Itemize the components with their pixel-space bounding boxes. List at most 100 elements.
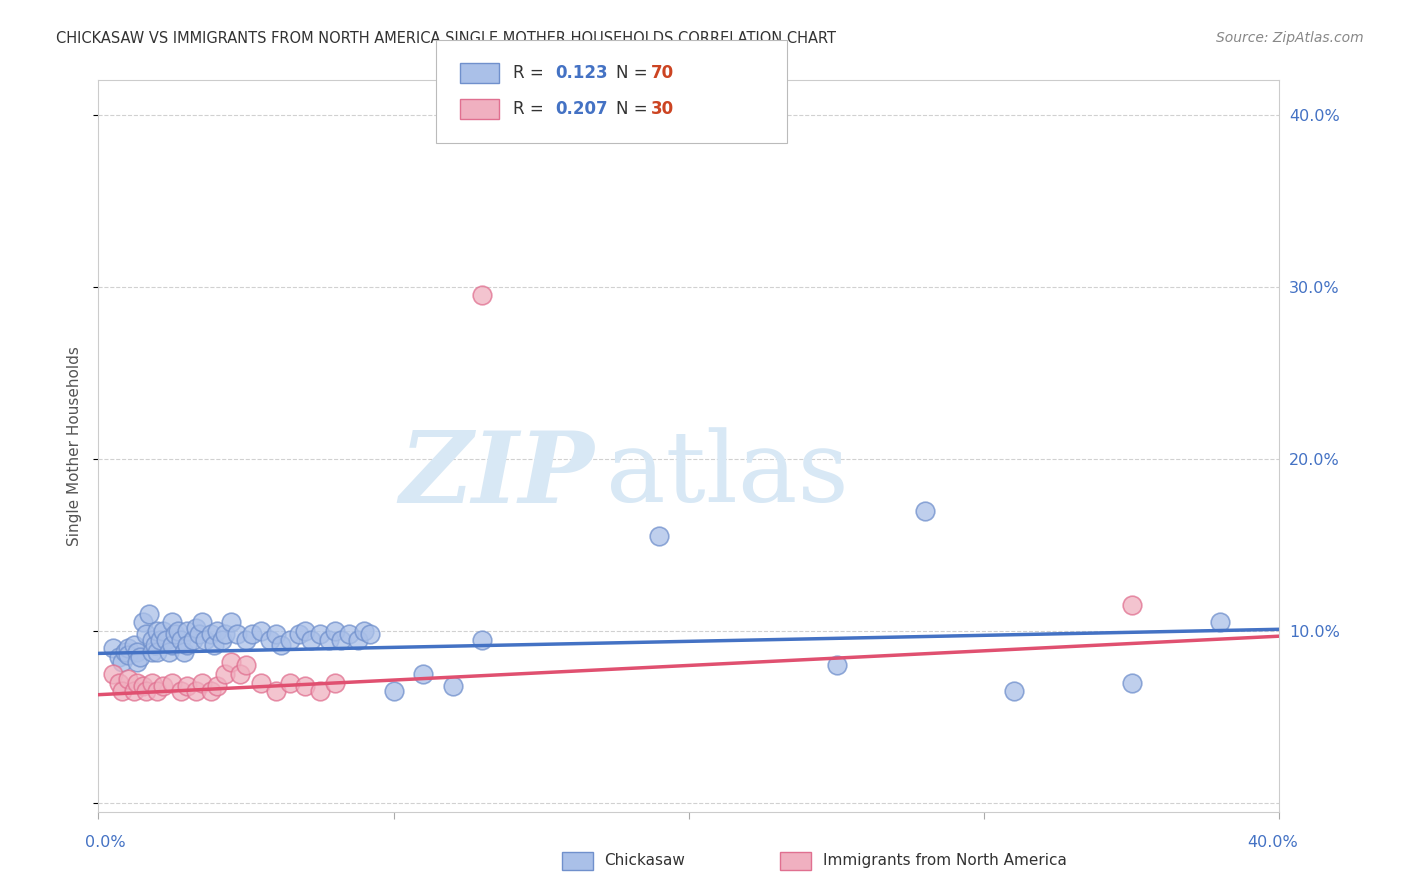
Point	[250, 675, 273, 690]
Point	[111, 655, 134, 669]
Text: 30: 30	[651, 100, 673, 118]
Point	[235, 658, 257, 673]
Point	[250, 624, 273, 638]
Text: Chickasaw: Chickasaw	[605, 854, 686, 868]
Point	[146, 645, 169, 659]
Point	[299, 632, 322, 647]
Text: N =: N =	[616, 64, 652, 82]
Point	[309, 627, 332, 641]
Point	[143, 638, 166, 652]
Point	[359, 627, 381, 641]
Point	[205, 679, 228, 693]
Point	[441, 679, 464, 693]
Point	[135, 684, 157, 698]
Point	[347, 632, 370, 647]
Point	[146, 684, 169, 698]
Point	[353, 624, 375, 638]
Point	[165, 627, 187, 641]
Point	[176, 679, 198, 693]
Point	[125, 645, 148, 659]
Point	[170, 632, 193, 647]
Text: 40.0%: 40.0%	[1247, 836, 1298, 850]
Point	[103, 667, 125, 681]
Text: 70: 70	[651, 64, 673, 82]
Point	[1002, 684, 1025, 698]
Point	[221, 615, 243, 630]
Point	[122, 684, 145, 698]
Point	[214, 667, 236, 681]
Point	[264, 627, 287, 641]
Point	[125, 655, 148, 669]
Point	[157, 645, 180, 659]
Point	[294, 679, 316, 693]
Point	[200, 627, 222, 641]
Point	[1209, 615, 1232, 630]
Point	[173, 645, 195, 659]
Point	[226, 627, 249, 641]
Point	[132, 615, 155, 630]
Point	[318, 632, 340, 647]
Point	[146, 624, 169, 638]
Point	[167, 624, 190, 638]
Point	[122, 638, 145, 652]
Point	[152, 624, 174, 638]
Text: CHICKASAW VS IMMIGRANTS FROM NORTH AMERICA SINGLE MOTHER HOUSEHOLDS CORRELATION : CHICKASAW VS IMMIGRANTS FROM NORTH AMERI…	[56, 31, 837, 46]
Point	[382, 684, 405, 698]
Point	[288, 627, 311, 641]
Point	[176, 638, 198, 652]
Point	[280, 675, 302, 690]
Point	[141, 645, 163, 659]
Point	[339, 627, 361, 641]
Point	[914, 503, 936, 517]
Point	[170, 684, 193, 698]
Text: atlas: atlas	[606, 427, 849, 523]
Point	[141, 675, 163, 690]
Point	[309, 684, 332, 698]
Point	[240, 627, 263, 641]
Point	[280, 632, 302, 647]
Point	[264, 684, 287, 698]
Point	[125, 675, 148, 690]
Point	[294, 624, 316, 638]
Point	[221, 655, 243, 669]
Point	[211, 632, 233, 647]
Point	[181, 632, 204, 647]
Point	[128, 649, 150, 664]
Point	[162, 638, 183, 652]
Point	[323, 624, 346, 638]
Point	[162, 675, 183, 690]
Text: 0.123: 0.123	[555, 64, 607, 82]
Point	[270, 638, 292, 652]
Point	[329, 632, 352, 647]
Point	[108, 675, 131, 690]
Point	[152, 679, 174, 693]
Point	[194, 632, 217, 647]
Point	[471, 632, 494, 647]
Point	[200, 684, 222, 698]
Point	[471, 288, 494, 302]
Point	[187, 627, 209, 641]
Point	[117, 641, 139, 656]
Point	[214, 627, 236, 641]
Point	[191, 675, 214, 690]
Point	[132, 679, 155, 693]
Text: N =: N =	[616, 100, 652, 118]
Text: Immigrants from North America: Immigrants from North America	[823, 854, 1066, 868]
Point	[117, 648, 139, 662]
Point	[412, 667, 434, 681]
Point	[135, 627, 157, 641]
Text: R =: R =	[513, 64, 550, 82]
Text: ZIP: ZIP	[399, 427, 595, 524]
Point	[184, 621, 207, 635]
Point	[229, 667, 252, 681]
Text: 0.0%: 0.0%	[86, 836, 125, 850]
Point	[111, 684, 134, 698]
Point	[205, 624, 228, 638]
Point	[191, 615, 214, 630]
Point	[1121, 598, 1143, 612]
Text: Source: ZipAtlas.com: Source: ZipAtlas.com	[1216, 31, 1364, 45]
Point	[117, 672, 139, 686]
Point	[235, 632, 257, 647]
Text: R =: R =	[513, 100, 550, 118]
Point	[162, 615, 183, 630]
